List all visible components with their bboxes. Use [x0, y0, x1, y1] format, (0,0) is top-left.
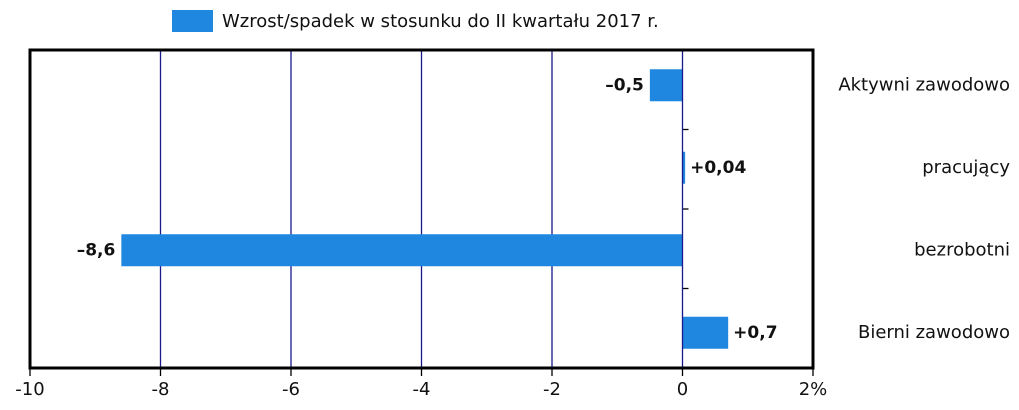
legend-swatch [172, 10, 213, 32]
value-label: +0,7 [733, 323, 777, 343]
category-label: bezrobotni [914, 239, 1010, 260]
plot-frame [28, 48, 815, 370]
x-tick-label: -8 [152, 379, 170, 400]
value-label: –8,6 [77, 240, 116, 260]
value-label: +0,04 [690, 158, 746, 178]
bar [649, 69, 683, 102]
category-label: Aktywni zawodowo [838, 74, 1010, 95]
value-label: –0,5 [605, 75, 644, 95]
x-tick-label: 0 [677, 379, 688, 400]
x-tick-label: -4 [413, 379, 431, 400]
x-tick-label: 2% [799, 379, 828, 400]
category-label: Bierni zawodowo [858, 322, 1010, 343]
bar [682, 316, 729, 349]
x-tick-label: -6 [282, 379, 300, 400]
category-label: pracujący [922, 157, 1010, 178]
x-tick-label: -2 [543, 379, 561, 400]
legend-label: Wzrost/spadek w stosunku do II kwartału … [222, 11, 659, 32]
bar [121, 234, 683, 267]
bar [682, 151, 686, 184]
x-tick-label: -10 [15, 379, 44, 400]
